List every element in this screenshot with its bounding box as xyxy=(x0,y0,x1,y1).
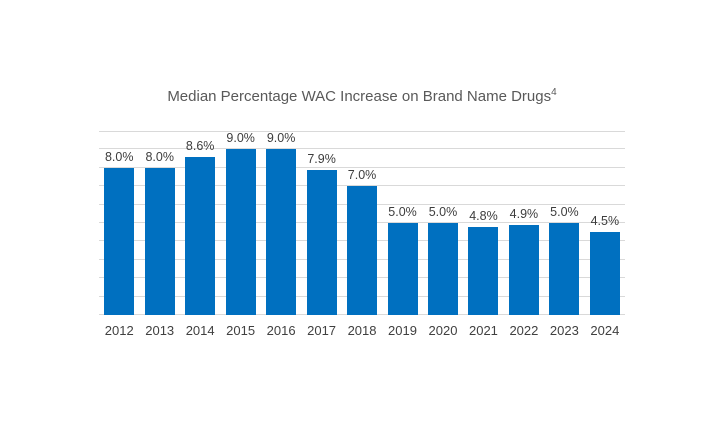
x-tick-label: 2017 xyxy=(307,323,337,338)
x-tick-label: 2014 xyxy=(185,323,215,338)
bar-slot: 8.0% xyxy=(139,131,179,315)
bar-slot: 4.9% xyxy=(504,131,544,315)
x-tick-label: 2020 xyxy=(428,323,458,338)
x-tick-label: 2018 xyxy=(347,323,377,338)
bar xyxy=(104,167,135,315)
bar-value-label: 4.9% xyxy=(509,206,539,221)
bars-row: 8.0% 8.0% 8.6% 9.0% 9.0% 7.9% 7.0% 5.0% 5.0% 4.8%… xyxy=(99,131,625,315)
bar-value-label: 9.0% xyxy=(266,131,296,146)
bar-value-label: 5.0% xyxy=(428,205,458,219)
chart-title-text: Median Percentage WAC Increase on Brand … xyxy=(167,88,552,105)
x-tick-label: 2023 xyxy=(549,323,579,338)
plot-area: 8.0% 8.0% 8.6% 9.0% 9.0% 7.9% 7.0% 5.0% 5.0% 4.8%… xyxy=(99,131,625,315)
bar xyxy=(387,223,418,315)
bar xyxy=(347,186,378,315)
bar-slot: 8.0% xyxy=(99,131,139,315)
x-tick-label: 2022 xyxy=(509,323,539,338)
bar-slot: 8.6% xyxy=(180,131,220,315)
x-tick-label: 2013 xyxy=(145,323,175,338)
bar xyxy=(144,167,175,315)
x-axis: 2012 2013 2014 2015 2016 2017 2018 2019 2020 2021… xyxy=(99,323,625,338)
gridline xyxy=(99,148,625,150)
gridline xyxy=(99,185,625,187)
bar-value-label: 4.8% xyxy=(469,208,498,223)
bar xyxy=(185,156,216,315)
chart-title-footnote-marker: 4 xyxy=(551,87,557,98)
bar-slot: 7.0% xyxy=(342,131,382,315)
x-tick-label: 2016 xyxy=(266,323,296,338)
bar-value-label: 8.0% xyxy=(104,149,134,164)
bar-slot: 5.0% xyxy=(544,131,584,315)
bar xyxy=(468,226,499,315)
bar-slot: 7.9% xyxy=(301,131,341,315)
bar-slot: 4.8% xyxy=(463,131,503,315)
bar xyxy=(306,169,337,315)
bar-value-label: 8.6% xyxy=(185,138,215,153)
x-tick-label: 2021 xyxy=(468,323,498,338)
bar xyxy=(508,224,539,315)
chart-title: Median Percentage WAC Increase on Brand … xyxy=(99,87,625,106)
bar xyxy=(266,149,297,315)
bar-value-label: 7.9% xyxy=(307,151,336,166)
bar-value-label: 4.5% xyxy=(590,214,620,229)
bar-value-label: 8.0% xyxy=(145,149,174,164)
bar-value-label: 5.0% xyxy=(388,205,417,219)
bar-slot: 9.0% xyxy=(261,131,301,315)
bar-slot: 5.0% xyxy=(423,131,463,315)
gridline xyxy=(99,131,625,132)
x-tick-label: 2015 xyxy=(226,323,256,338)
bar-slot: 4.5% xyxy=(585,131,625,315)
bar-slot: 9.0% xyxy=(220,131,260,315)
bar xyxy=(589,232,620,315)
bar xyxy=(225,149,256,315)
bar-value-label: 5.0% xyxy=(550,205,579,219)
bar-value-label: 7.0% xyxy=(347,168,377,183)
x-tick-label: 2024 xyxy=(590,323,620,338)
bar xyxy=(549,223,580,315)
bar xyxy=(427,223,458,315)
bar-slot: 5.0% xyxy=(382,131,422,315)
x-tick-label: 2012 xyxy=(104,323,134,338)
x-tick-label: 2019 xyxy=(388,323,417,338)
gridline xyxy=(99,166,625,168)
bar-value-label: 9.0% xyxy=(226,131,255,146)
